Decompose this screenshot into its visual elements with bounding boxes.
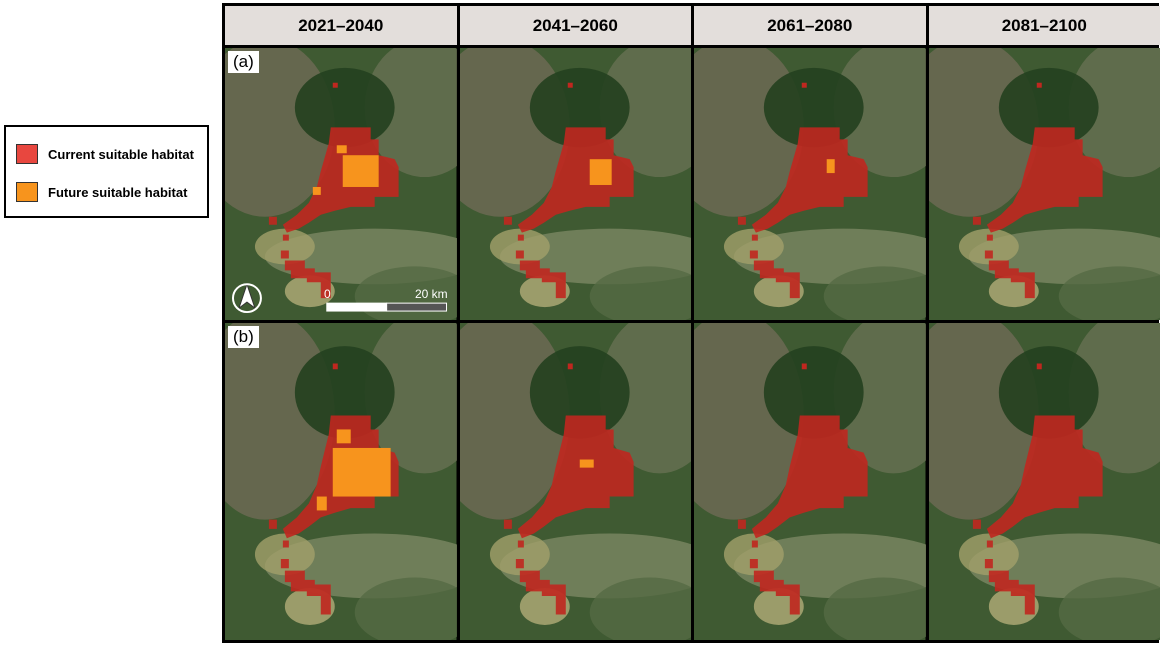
habitat-current: [517, 127, 634, 233]
north-arrow: [237, 282, 256, 310]
habitat-future: [312, 186, 321, 195]
terrain: [823, 266, 926, 320]
column-header: 2021–2040: [225, 6, 457, 45]
legend-label: Current suitable habitat: [48, 146, 194, 162]
habitat-current: [503, 216, 566, 299]
habitat-current: [517, 415, 634, 539]
map-grid: 2021–2040 2041–2060 2061–2080 2081–2100 (a) 0…: [222, 3, 1160, 643]
habitat-current: [567, 82, 573, 88]
column-header: 2061–2080: [694, 6, 926, 45]
terrain: [1058, 266, 1160, 320]
habitat-future: [336, 145, 347, 154]
map: [225, 48, 457, 320]
north-arrow-ring: [231, 283, 262, 314]
terrain: [823, 577, 926, 640]
terrain: [364, 48, 457, 178]
habitat-current: [986, 415, 1103, 539]
legend: Current suitable habitat Future suitable…: [4, 125, 209, 218]
habitat-current: [1036, 82, 1042, 88]
terrain: [354, 577, 457, 640]
terrain: [998, 346, 1099, 439]
map: [694, 323, 926, 640]
habitat-current: [332, 363, 338, 370]
terrain: [833, 48, 926, 178]
habitat-current: [282, 127, 399, 233]
habitat-future: [826, 159, 835, 174]
map-panel: (b): [225, 323, 457, 640]
map-panel: [928, 48, 1160, 320]
terrain: [1068, 323, 1160, 474]
scale-end: 20 km: [415, 287, 448, 301]
terrain: [599, 48, 691, 178]
map-panel: [694, 48, 926, 320]
terrain: [723, 228, 784, 265]
habitat-current: [567, 363, 573, 370]
habitat-current: [751, 127, 868, 233]
map-panel: [694, 323, 926, 640]
scale-bar-white: [326, 302, 388, 312]
habitat-future: [316, 496, 327, 511]
swatch: [16, 182, 38, 202]
map: [459, 323, 691, 640]
map: [928, 323, 1160, 640]
habitat-future: [336, 429, 351, 444]
terrain: [763, 346, 864, 439]
map: [928, 48, 1160, 320]
legend-label: Future suitable habitat: [48, 184, 188, 200]
habitat-current: [972, 519, 1035, 615]
habitat-current: [332, 82, 338, 88]
terrain: [723, 533, 784, 576]
map: [694, 48, 926, 320]
terrain: [364, 323, 457, 474]
map-panel: [459, 48, 691, 320]
terrain: [254, 533, 315, 576]
scale-bar-dark: [386, 302, 448, 312]
habitat-current: [503, 519, 566, 615]
terrain: [254, 228, 315, 265]
habitat-current: [737, 216, 800, 299]
map-panel: [459, 323, 691, 640]
habitat-future: [579, 459, 594, 468]
habitat-current: [986, 127, 1103, 233]
map: [225, 323, 457, 640]
habitat-future: [589, 159, 612, 185]
column-header: 2081–2100: [928, 6, 1160, 45]
habitat-current: [972, 216, 1035, 299]
habitat-current: [751, 415, 868, 539]
legend-item: Future suitable habitat: [16, 182, 187, 202]
terrain: [529, 346, 630, 439]
column-header: 2041–2060: [459, 6, 691, 45]
map-panel: (a) 0 20 km: [225, 48, 457, 320]
habitat-current: [268, 519, 331, 615]
row-label: (a): [228, 51, 259, 73]
terrain: [589, 266, 691, 320]
terrain: [1068, 48, 1160, 178]
terrain: [489, 228, 550, 265]
habitat-current: [737, 519, 800, 615]
terrain: [833, 323, 926, 474]
terrain: [489, 533, 550, 576]
habitat-current: [801, 363, 807, 370]
terrain: [599, 323, 691, 474]
map-panel: [928, 323, 1160, 640]
habitat-current: [1036, 363, 1042, 370]
habitat-future: [342, 155, 379, 187]
terrain: [294, 346, 395, 439]
terrain: [958, 228, 1019, 265]
terrain: [1058, 577, 1160, 640]
legend-item: Current suitable habitat: [16, 144, 194, 164]
habitat-future: [332, 447, 391, 497]
habitat-current: [801, 82, 807, 88]
map: [459, 48, 691, 320]
row-label: (b): [228, 326, 259, 348]
scale-start: 0: [324, 287, 331, 301]
terrain: [958, 533, 1019, 576]
habitat-current: [268, 216, 331, 299]
terrain: [589, 577, 691, 640]
swatch: [16, 144, 38, 164]
